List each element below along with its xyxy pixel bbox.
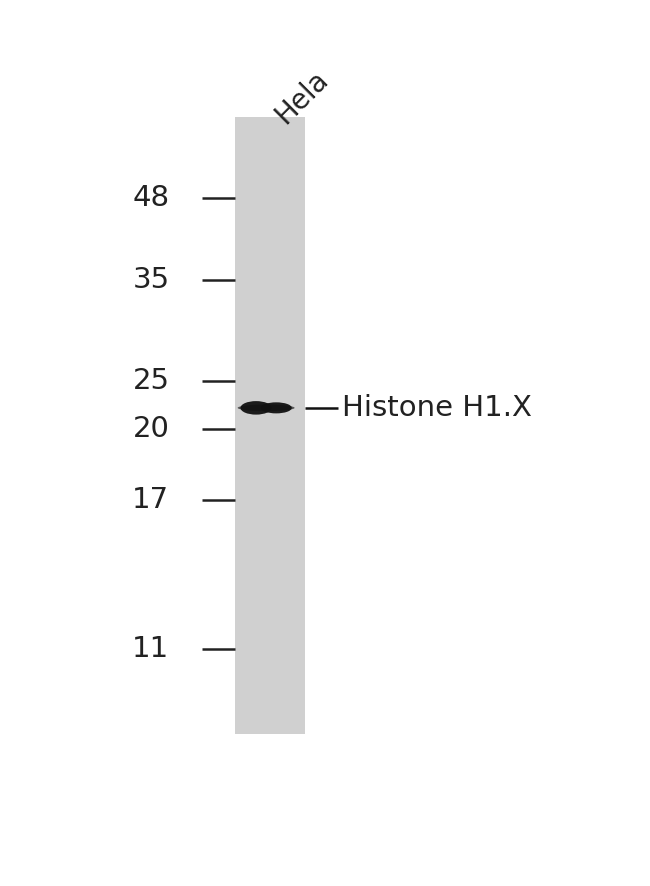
Text: Hela: Hela <box>270 66 334 129</box>
Text: 48: 48 <box>133 184 170 213</box>
Ellipse shape <box>238 405 294 411</box>
Ellipse shape <box>261 402 292 414</box>
Bar <box>235 117 306 734</box>
Ellipse shape <box>240 401 272 415</box>
Text: 35: 35 <box>133 267 170 294</box>
Text: 25: 25 <box>133 367 170 394</box>
Text: 11: 11 <box>132 634 170 663</box>
Text: 20: 20 <box>133 415 170 443</box>
Text: 17: 17 <box>133 486 170 514</box>
Text: Histone H1.X: Histone H1.X <box>342 394 532 422</box>
